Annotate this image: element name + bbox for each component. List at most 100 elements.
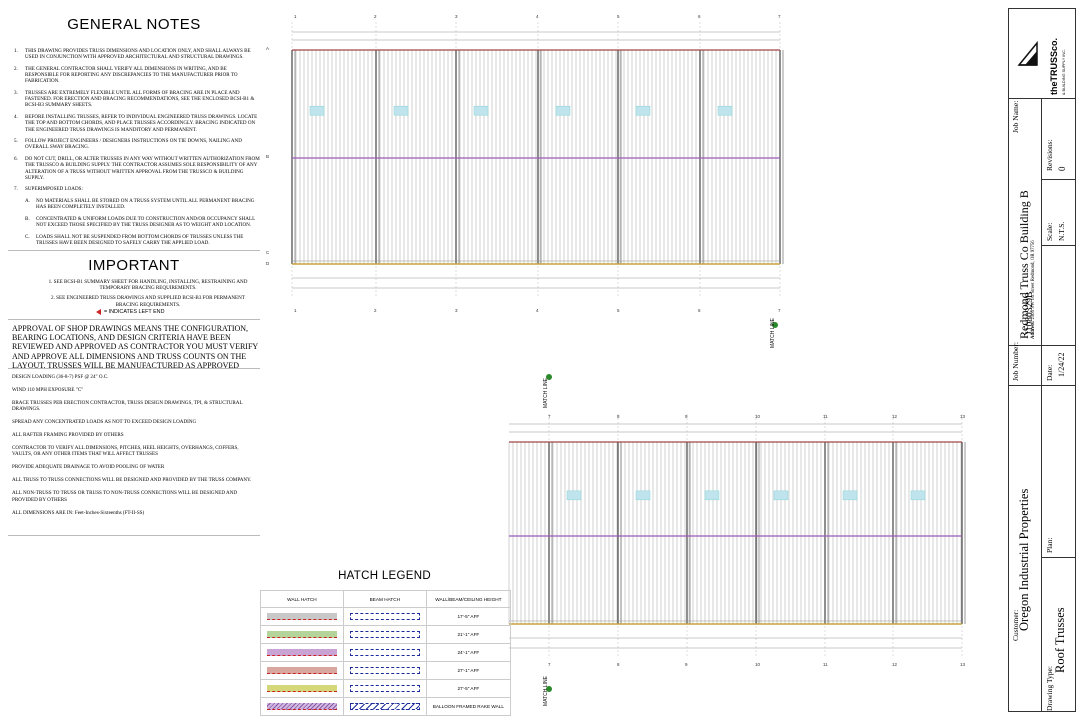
revisions-value: 0 xyxy=(1057,166,1067,172)
beam-hatch-swatch xyxy=(349,630,420,638)
grid-column-label: 10 xyxy=(755,414,761,419)
wall-hatch-swatch xyxy=(266,684,337,692)
scale-label: Scale: xyxy=(1045,222,1054,241)
trussco-logo-icon xyxy=(1017,40,1038,66)
design-note-item: CONTRACTOR TO VERIFY ALL DIMENSIONS, PIT… xyxy=(12,445,239,458)
legend-height-cell: BALLOON FRAMED RAKE WALL xyxy=(425,697,512,716)
title-block-rule xyxy=(1009,385,1075,386)
truss-tag-box xyxy=(910,490,926,501)
grid-column-label: 6 xyxy=(698,14,701,19)
general-note-text: NO MATERIALS SHALL BE STORED ON A TRUSS … xyxy=(36,198,255,211)
grid-column-label: 13 xyxy=(960,414,966,419)
design-note-item: DESIGN LOADING (36-8-7) PSF @ 24" O.C. xyxy=(12,374,109,380)
wall-hatch-swatch xyxy=(266,702,337,710)
beam-hatch-swatch xyxy=(349,702,420,710)
design-note-item: SPREAD ANY CONCENTRATED LOADS AS NOT TO … xyxy=(12,419,197,426)
grid-column-label: 10 xyxy=(755,662,761,667)
date-value: 1/24/22 xyxy=(1057,352,1066,377)
truss-tag-box xyxy=(717,105,733,116)
truss-layout-top xyxy=(291,22,784,298)
match-line-label-bottom-lower: MATCH LINE xyxy=(543,676,549,706)
design-note-item: ALL DIMENSIONS ARE IN: Feet-Inches-Sixte… xyxy=(12,509,145,516)
truss-tag-box xyxy=(842,490,858,501)
left-end-legend: = INDICATES LEFT END xyxy=(96,309,164,315)
grid-column-label: 13 xyxy=(960,662,966,667)
grid-column-label: 12 xyxy=(892,414,898,419)
grid-column-label: 9 xyxy=(685,414,688,419)
match-line-marker-icon xyxy=(546,374,552,380)
beam-hatch-swatch xyxy=(349,684,420,692)
grid-row-label: D xyxy=(266,261,270,266)
general-note-text: FOLLOW PROJECT ENGINEERS / DESIGNERS INS… xyxy=(25,138,242,151)
job-number-label: Job Number: xyxy=(1011,342,1020,381)
grid-column-label: 7 xyxy=(548,414,551,419)
truss-tag-box xyxy=(704,490,720,501)
important-item: 1. SEE BCSI-B1 SUMMARY SHEET FOR HANDLIN… xyxy=(48,279,248,292)
match-line-marker-icon xyxy=(546,686,552,692)
legend-row: 17'-5" AFF xyxy=(260,607,512,626)
left-end-triangle-icon xyxy=(96,309,101,315)
legend-height-cell: 27'-5" AFF xyxy=(425,679,512,698)
grid-column-label: 7 xyxy=(778,308,781,313)
grid-column-label: 2 xyxy=(374,14,377,19)
legend-beam-cell xyxy=(342,625,427,644)
general-notes-title: GENERAL NOTES xyxy=(67,16,201,33)
truss-tag-box xyxy=(309,105,325,116)
grid-column-label: 12 xyxy=(892,662,898,667)
grid-column-label: 11 xyxy=(823,414,828,419)
roof-framing-plan-bottom: 7 7 8 8 9 9 10 10 11 11 12 12 13 13 MATCH LINE MATCH … xyxy=(505,356,970,711)
legend-wall-cell xyxy=(260,607,344,626)
title-block-rule xyxy=(1041,245,1075,246)
grid-column-label: 4 xyxy=(536,308,539,313)
legend-header-height: WALL/BEAM/CEILING HEIGHT xyxy=(425,590,512,608)
grid-column-label: 5 xyxy=(617,14,620,19)
legend-wall-cell xyxy=(260,625,344,644)
design-notes-list: DESIGN LOADING (36-8-7) PSF @ 24" O.C. WI… xyxy=(12,374,260,523)
legend-header-beam: BEAM HATCH xyxy=(342,590,427,608)
truss-tag-box xyxy=(773,490,789,501)
hatch-legend-table: WALL HATCH BEAM HATCH WALL/BEAM/CEILING … xyxy=(260,590,512,716)
legend-wall-cell xyxy=(260,679,344,698)
general-note-number: 3. xyxy=(14,90,18,97)
beam-hatch-swatch xyxy=(349,612,420,620)
legend-beam-cell xyxy=(342,643,427,662)
general-note-item: 5. FOLLOW PROJECT ENGINEERS / DESIGNERS I… xyxy=(14,138,260,150)
general-note-text: BEFORE INSTALLING TRUSSES, REFER TO INDI… xyxy=(25,114,258,133)
general-note-text: CONCENTRATED & UNIFORM LOADS DUE TO CONS… xyxy=(36,216,256,229)
wall-hatch-swatch xyxy=(266,648,337,656)
general-note-item: 7. SUPERIMPOSED LOADS: xyxy=(14,186,260,192)
legend-wall-cell xyxy=(260,661,344,680)
legend-height-cell: 27'-1" AFF xyxy=(425,661,512,680)
grid-row-label: B xyxy=(266,154,270,159)
general-note-number: A. xyxy=(25,198,30,205)
general-note-number: 4. xyxy=(14,114,18,121)
legend-row: 21'-1" AFF xyxy=(260,625,512,644)
general-note-text: SUPERIMPOSED LOADS: xyxy=(25,186,83,193)
logo-subtitle: & BUILDING SUPPLY INC. xyxy=(1062,49,1066,95)
roof-framing-plan-top: 1 1 2 2 3 3 4 4 5 5 6 6 7 7 A B C D MATCH LINE xyxy=(262,8,792,350)
title-block-rule xyxy=(1041,179,1075,180)
left-end-text: = INDICATES LEFT END xyxy=(104,309,165,315)
section-divider xyxy=(8,250,260,251)
legend-wall-cell xyxy=(260,697,344,716)
general-note-item: A. NO MATERIALS SHALL BE STORED ON A TRUS… xyxy=(14,198,260,210)
grid-row-label: C xyxy=(266,250,270,255)
legend-row: 27'-5" AFF xyxy=(260,679,512,698)
general-note-number: C. xyxy=(25,233,30,240)
general-note-text: LOADS SHALL NOT BE SUSPENDED FROM BOTTOM… xyxy=(36,233,244,247)
title-block: theTRUSSco. & BUILDING SUPPLY INC. Job N… xyxy=(1008,8,1076,712)
design-note-item: ALL NON-TRUSS TO TRUSS OR TRUSS TO NON-T… xyxy=(12,490,238,503)
grid-column-label: 3 xyxy=(455,308,458,313)
job-name-label: Job Name: xyxy=(1011,100,1020,133)
general-note-item: 3. TRUSSES ARE EXTREMELY FLEXIBLE UNTIL A… xyxy=(14,90,260,109)
grid-column-label: 5 xyxy=(617,308,620,313)
grid-column-label: 1 xyxy=(294,308,297,313)
general-note-number: B. xyxy=(25,216,30,223)
match-line-marker-icon xyxy=(772,322,778,328)
grid-column-label: 11 xyxy=(823,662,828,667)
grid-column-label: 9 xyxy=(685,662,688,667)
general-note-text: THIS DRAWING PROVIDES TRUSS DIMENSIONS A… xyxy=(25,48,251,61)
legend-header-row: WALL HATCH BEAM HATCH WALL/BEAM/CEILING … xyxy=(260,590,512,608)
approval-statement: APPROVAL OF SHOP DRAWINGS MEANS THE CONF… xyxy=(12,324,258,370)
general-note-item: 4. BEFORE INSTALLING TRUSSES, REFER TO IN… xyxy=(14,114,260,133)
